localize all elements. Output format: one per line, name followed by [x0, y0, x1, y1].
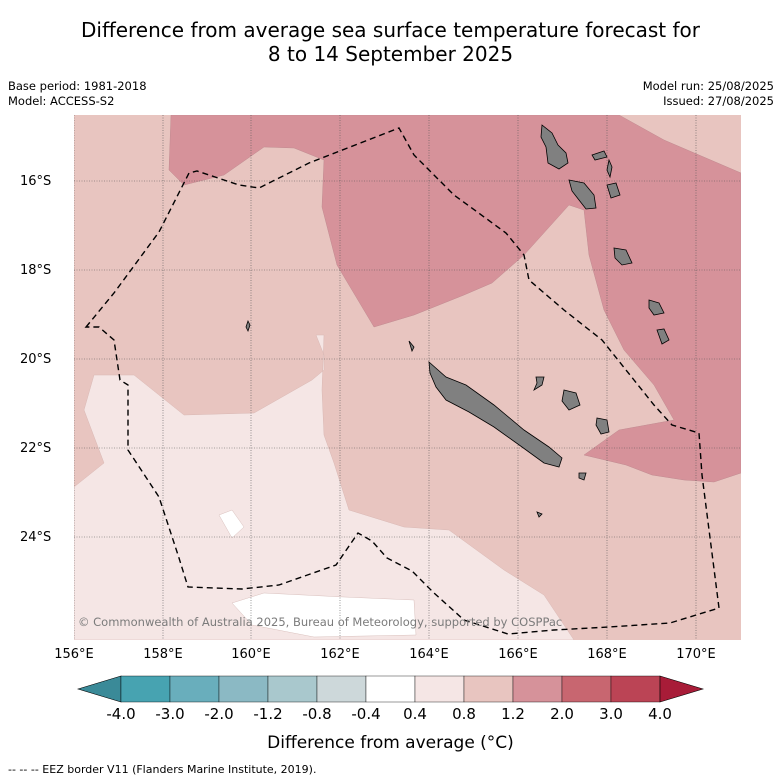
colorbar-segment [610, 675, 661, 703]
colorbar-segment [169, 675, 220, 703]
new-caledonia [428, 361, 563, 468]
loyalty-mare [595, 417, 610, 435]
lat-tick-18s: 18°S [20, 263, 52, 278]
colorbar-label: 4.0 [648, 705, 672, 723]
colorbar-segment [267, 675, 318, 703]
issued-date: Issued: 27/08/2025 [663, 94, 774, 108]
colorbar-title: Difference from average (°C) [267, 733, 514, 753]
colorbar-segment [512, 675, 563, 703]
title-line-1: Difference from average sea surface temp… [80, 18, 700, 42]
colorbar-segment [120, 675, 171, 703]
lon-tick-170e: 170°E [676, 647, 716, 662]
vanuatu-efate [613, 247, 633, 266]
model-run: Model run: 25/08/2025 [642, 79, 774, 93]
colorbar [76, 675, 705, 703]
colorbar-label: 0.4 [403, 705, 427, 723]
colorbar-label: -1.2 [253, 705, 283, 723]
matthew-island [536, 511, 543, 518]
land-masses [245, 124, 670, 518]
eez-legend-note: -- -- -- EEZ border V11 (Flanders Marine… [8, 763, 317, 776]
lon-tick-168e: 168°E [587, 647, 627, 662]
sst-map [74, 115, 741, 640]
colorbar-segment [414, 675, 465, 703]
colorbar-label: -4.0 [106, 705, 136, 723]
colorbar-label: -0.4 [351, 705, 381, 723]
loyalty-lifou [561, 389, 581, 411]
anomaly-band-neutral-2 [231, 592, 417, 638]
vanuatu-epi [606, 182, 621, 199]
vanuatu-malekula [568, 179, 597, 210]
vanuatu-ambae [591, 150, 608, 161]
vanuatu-espiritu-santo [540, 124, 569, 170]
chesterfield [245, 319, 251, 333]
colorbar-label: 1.2 [501, 705, 525, 723]
colorbar-label: -3.0 [155, 705, 185, 723]
belep [408, 340, 415, 353]
loyalty-ouvea [533, 376, 545, 392]
colorbar-label: 2.0 [550, 705, 574, 723]
base-period: Base period: 1981-2018 [8, 79, 147, 93]
colorbar-label: -0.8 [302, 705, 332, 723]
colorbar-segment [561, 675, 612, 703]
map-title: Difference from average sea surface temp… [0, 18, 781, 66]
lat-tick-16s: 16°S [20, 174, 52, 189]
gridlines [74, 115, 741, 640]
colorbar-extend-high [659, 675, 705, 703]
lon-tick-156e: 156°E [54, 647, 94, 662]
colorbar-label: 0.8 [452, 705, 476, 723]
colorbar-label: 3.0 [599, 705, 623, 723]
anomaly-band-1.2-2.0 [168, 115, 741, 483]
lon-tick-162e: 162°E [320, 647, 360, 662]
eez-border [84, 127, 720, 635]
lon-tick-166e: 166°E [498, 647, 538, 662]
title-line-2: 8 to 14 September 2025 [267, 42, 514, 66]
copyright-notice: © Commonwealth of Australia 2025, Bureau… [78, 615, 563, 629]
colorbar-segment [218, 675, 269, 703]
colorbar-segment [316, 675, 367, 703]
lat-tick-20s: 20°S [20, 352, 52, 367]
lat-tick-22s: 22°S [20, 441, 52, 456]
colorbar-segment [365, 675, 416, 703]
vanuatu-pentecost [606, 158, 613, 179]
meta-left: Base period: 1981-2018 Model: ACCESS-S2 [8, 79, 147, 109]
model-name: Model: ACCESS-S2 [8, 94, 115, 108]
isle-of-pines [578, 472, 587, 481]
lon-tick-160e: 160°E [231, 647, 271, 662]
colorbar-extend-low [76, 675, 122, 703]
anomaly-band-neutral-1 [218, 509, 245, 539]
vanuatu-tanna [656, 328, 670, 345]
lon-tick-164e: 164°E [409, 647, 449, 662]
colorbar-label: -2.0 [204, 705, 234, 723]
vanuatu-erromango [648, 299, 665, 316]
lat-tick-24s: 24°S [20, 530, 52, 545]
lon-tick-158e: 158°E [143, 647, 183, 662]
colorbar-segment [463, 675, 514, 703]
anomaly-band-0.4-0.8 [74, 334, 575, 640]
meta-right: Model run: 25/08/2025 Issued: 27/08/2025 [643, 79, 774, 109]
